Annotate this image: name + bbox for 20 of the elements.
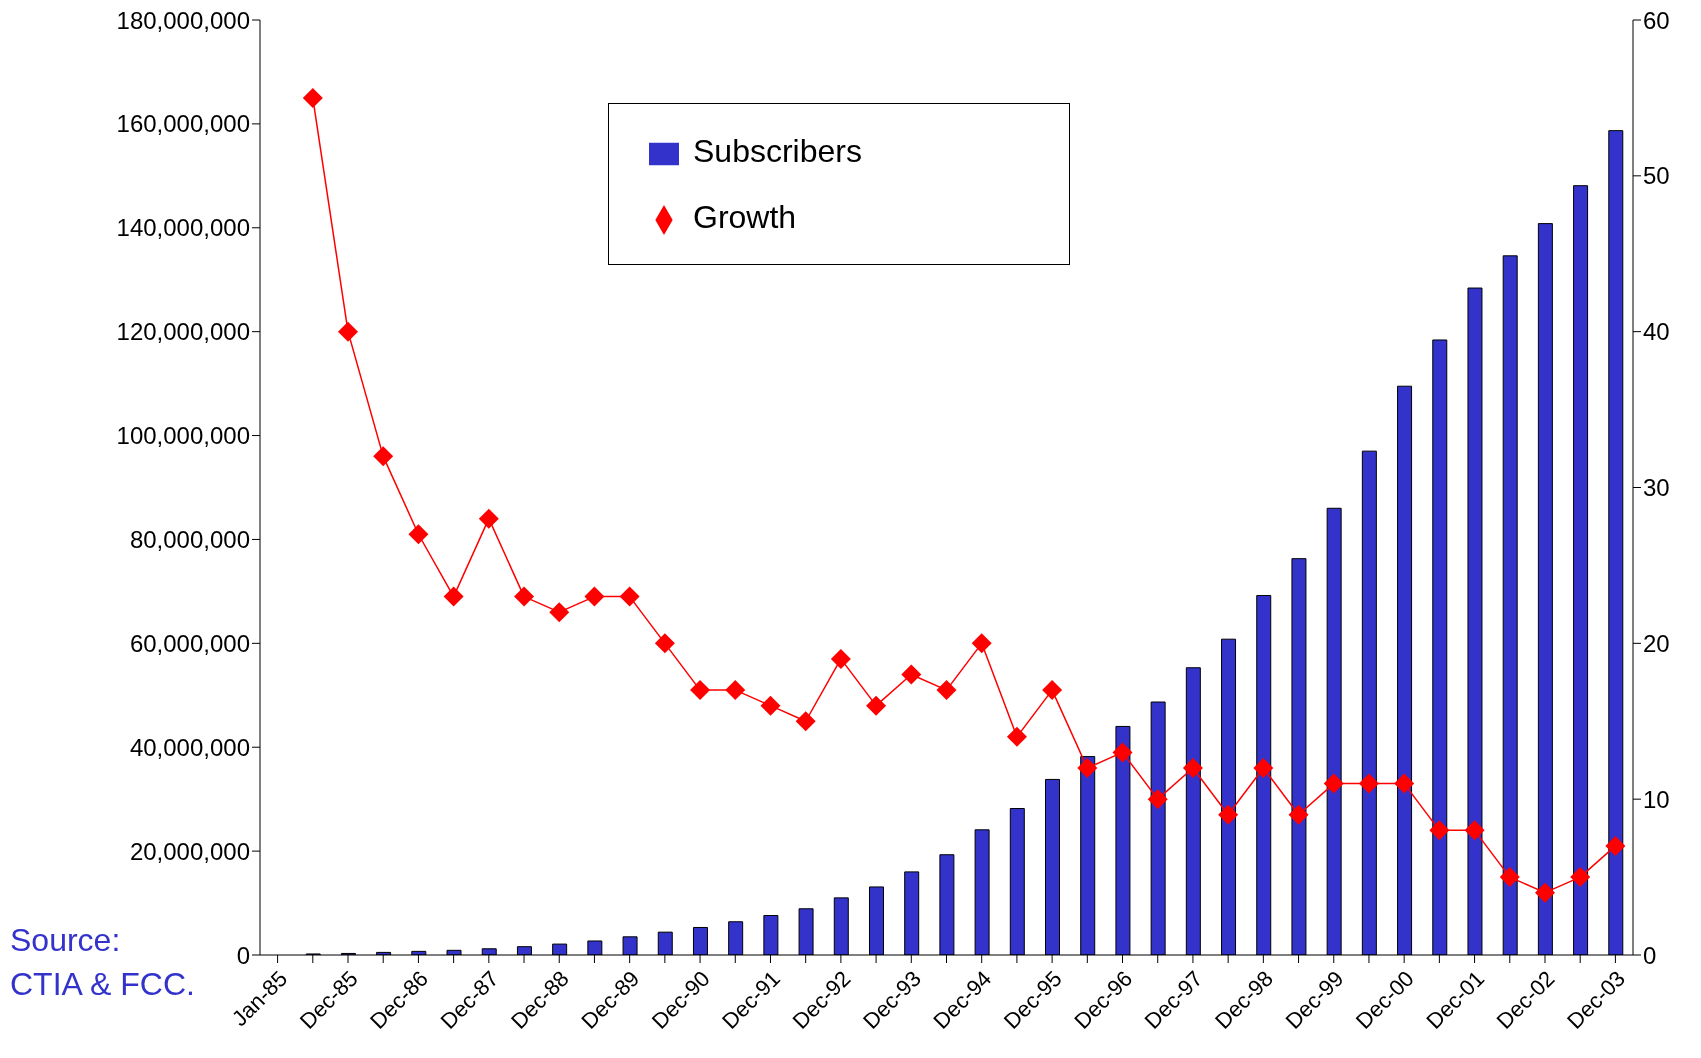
y-tick-label: 140,000,000 bbox=[116, 214, 250, 242]
legend-label: Subscribers bbox=[693, 133, 862, 169]
y-tick-label: 40,000,000 bbox=[129, 733, 250, 761]
legend-label: Growth bbox=[693, 199, 797, 235]
y-tick-label: 0 bbox=[236, 941, 250, 969]
y-tick-label: 120,000,000 bbox=[116, 318, 250, 346]
y-tick-label: 100,000,000 bbox=[116, 422, 250, 450]
y-tick-label: 160,000,000 bbox=[116, 110, 250, 138]
y2-tick-label: 50 bbox=[1643, 162, 1670, 190]
y2-tick-label: 60 bbox=[1643, 6, 1670, 34]
y2-tick-label: 0 bbox=[1643, 941, 1657, 969]
y2-tick-label: 40 bbox=[1643, 318, 1670, 346]
y-tick-label: 20,000,000 bbox=[129, 837, 250, 865]
y-tick-label: 180,000,000 bbox=[116, 6, 250, 34]
source-note: Source: CTIA & FCC. bbox=[10, 921, 195, 1004]
y-tick-label: 80,000,000 bbox=[129, 525, 250, 553]
y2-tick-label: 30 bbox=[1643, 474, 1670, 502]
y-tick-label: 60,000,000 bbox=[129, 629, 250, 657]
y2-tick-label: 20 bbox=[1643, 629, 1670, 657]
y2-tick-label: 10 bbox=[1643, 785, 1670, 813]
